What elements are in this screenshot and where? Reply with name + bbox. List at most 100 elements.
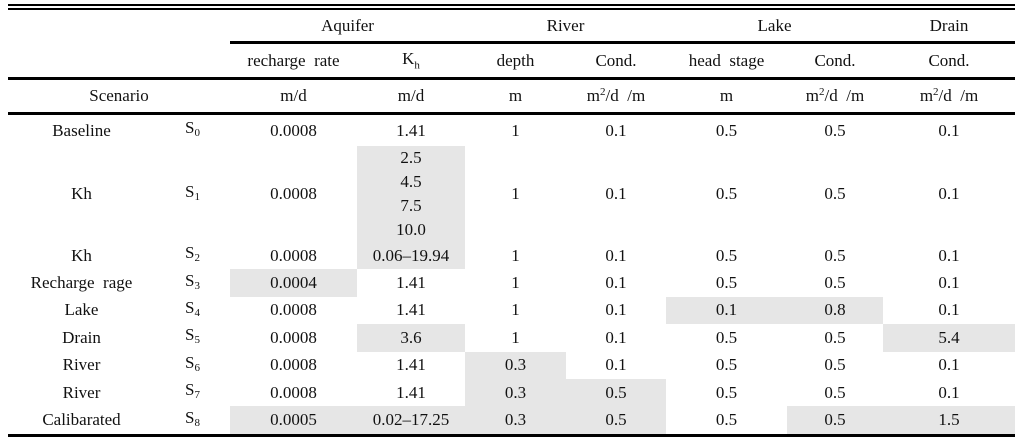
cell-drain-cond: 0.1 (938, 300, 960, 320)
table-row: Calibarated S8 0.0005 0.02–17.25 0.3 0.5 0.5 0.… (8, 406, 1016, 436)
scenario-id: S4 (185, 297, 200, 319)
cell-depth: 0.3 (465, 378, 566, 407)
unit-depth: m (508, 86, 523, 105)
scenario-name: Recharge rage (30, 273, 133, 293)
cell-head-stage: 0.1 (666, 296, 787, 325)
cell-lake-cond: 0.5 (824, 273, 846, 293)
cell-drain-cond: 0.1 (938, 355, 960, 375)
param-drain-cond: Cond. (883, 42, 1016, 80)
table-row: River S7 0.0008 1.41 0.3 0.5 0.5 0.5 0.1 (8, 378, 1015, 407)
unit-part: /d /m (605, 86, 646, 105)
table-row: River S6 0.0008 1.41 0.3 0.1 0.5 0.5 0.1 (8, 351, 1015, 379)
table-top-rule-inner (8, 8, 1015, 10)
param-depth: depth (465, 42, 566, 80)
scenario-id: S2 (185, 243, 200, 265)
cell-depth: 0.3 (465, 406, 566, 436)
cell-recharge: 0.0004 (230, 269, 357, 297)
scenario-id: S3 (185, 270, 200, 292)
param-kh-sub: h (414, 59, 420, 72)
group-river: River (465, 11, 666, 44)
scenario-name: Lake (64, 300, 99, 320)
cell-recharge: 0.0008 (270, 184, 317, 203)
unit-part: m (919, 86, 934, 105)
scenario-name: River (62, 382, 101, 402)
cell-head-stage: 0.5 (715, 410, 738, 430)
cell-depth: 1 (511, 245, 520, 265)
cell-head-stage: 0.5 (715, 245, 738, 265)
cell-lake-cond: 0.8 (787, 296, 884, 325)
cell-river-cond: 0.1 (605, 327, 627, 347)
header-param-row: recharge rate Kh depth Cond. head stage … (8, 42, 1016, 80)
cell-kh: 1.41 (396, 382, 426, 402)
param-lake-cond: Cond. (787, 42, 884, 80)
group-aquifer: Aquifer (230, 11, 465, 44)
cell-recharge: 0.0008 (270, 382, 317, 402)
scenario-name: Baseline (52, 120, 111, 140)
scenario-name: River (62, 355, 101, 375)
scenario-label: Scenario (89, 86, 149, 105)
param-river-cond: Cond. (566, 42, 666, 80)
scenario-name: Drain (62, 327, 101, 347)
header-group-row: Aquifer River Lake Drain (8, 11, 1016, 44)
header-unit-row: Scenario m/d m/d m m2/d /m m m2/d /m m2/… (8, 79, 1016, 114)
cell-recharge: 0.0008 (270, 355, 317, 375)
cell-drain-cond: 5.4 (883, 324, 1016, 352)
param-kh-base: K (402, 49, 415, 69)
cell-depth: 1 (511, 327, 520, 347)
cell-recharge: 0.0008 (270, 245, 317, 265)
table-row: Drain S5 0.0008 3.6 1 0.1 0.5 0.5 5.4 (8, 324, 1016, 352)
cell-recharge: 0.0005 (230, 406, 357, 436)
cell-depth: 0.3 (465, 351, 566, 379)
unit-part: m (586, 86, 601, 105)
table-top-rule (8, 4, 1015, 6)
cell-depth: 1 (511, 300, 520, 320)
cell-value-line: 2.5 (400, 148, 422, 167)
cell-kh: 1.41 (396, 273, 426, 293)
cell-kh: 2.5 4.5 7.5 10.0 (357, 146, 465, 242)
table-row: Kh S2 0.0008 0.06–19.94 1 0.1 0.5 0.5 0.1 (8, 242, 1015, 270)
scenario-id: S6 (185, 352, 200, 374)
cell-river-cond: 0.1 (605, 245, 627, 265)
cell-depth: 1 (511, 184, 520, 203)
cell-drain-cond: 0.1 (938, 245, 960, 265)
cell-head-stage: 0.5 (715, 273, 738, 293)
scenario-id: S5 (185, 325, 200, 347)
cell-river-cond: 0.5 (566, 406, 666, 436)
scenario-name: Kh (71, 245, 92, 265)
cell-river-cond: 0.1 (605, 184, 627, 203)
unit-lake-cond: m2/d /m (787, 79, 883, 114)
unit-recharge: m/d (280, 86, 307, 105)
cell-lake-cond: 0.5 (787, 406, 884, 436)
cell-kh: 1.41 (396, 300, 426, 320)
cell-kh: 1.41 (396, 355, 426, 375)
table-row: Baseline S0 0.0008 1.41 1 0.1 0.5 0.5 0.1 (8, 114, 1015, 147)
cell-river-cond: 0.1 (605, 273, 627, 293)
scenario-table: Aquifer River Lake Drain recharge rate K… (8, 11, 1016, 437)
scenario-id: S8 (185, 407, 200, 429)
cell-river-cond: 0.1 (605, 355, 627, 375)
unit-head-stage: m (719, 86, 734, 105)
unit-part: /d /m (824, 86, 865, 105)
param-head-stage: head stage (666, 42, 787, 80)
cell-head-stage: 0.5 (715, 184, 738, 203)
cell-kh: 3.6 (357, 324, 465, 352)
cell-depth: 1 (511, 273, 520, 293)
unit-river-cond: m2/d /m (566, 79, 666, 114)
cell-value-line: 10.0 (396, 220, 426, 239)
unit-kh: m/d (397, 86, 425, 105)
table-row: Kh S1 0.0008 2.5 4.5 7.5 10.0 1 0.1 0.5 0.5 0.1 (8, 146, 1015, 242)
cell-kh: 1.41 (396, 120, 426, 140)
cell-depth: 1 (511, 120, 520, 140)
scenario-name: Calibarated (42, 410, 121, 430)
cell-drain-cond: 0.1 (938, 273, 960, 293)
cell-lake-cond: 0.5 (824, 327, 846, 347)
table-row: Lake S4 0.0008 1.41 1 0.1 0.1 0.8 0.1 (8, 296, 1015, 325)
cell-kh: 0.06–19.94 (357, 242, 465, 270)
cell-lake-cond: 0.5 (824, 120, 846, 140)
scenario-id: S1 (185, 181, 200, 203)
scenario-id: S0 (185, 118, 200, 139)
cell-drain-cond: 0.1 (938, 382, 960, 402)
param-recharge: recharge rate (230, 42, 357, 80)
cell-recharge: 0.0008 (270, 300, 317, 320)
unit-part: /d /m (938, 86, 979, 105)
